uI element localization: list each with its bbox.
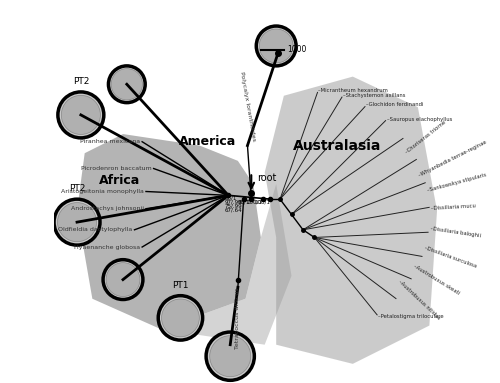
Text: Polycalyx loranthoides: Polycalyx loranthoides (239, 71, 256, 142)
Polygon shape (162, 184, 292, 345)
Circle shape (158, 296, 202, 340)
Text: Picrodenron baccatum: Picrodenron baccatum (81, 166, 152, 171)
Circle shape (58, 92, 104, 138)
Circle shape (108, 66, 145, 103)
Text: 97/.98: 97/.98 (224, 199, 242, 205)
Text: PT2: PT2 (72, 77, 89, 86)
Text: Aristogeitonia monophylla: Aristogeitonia monophylla (61, 189, 144, 194)
Text: –Stachystemon axillans: –Stachystemon axillans (342, 93, 405, 98)
Text: 75/.99: 75/.99 (224, 203, 242, 208)
Circle shape (62, 95, 100, 134)
Polygon shape (77, 134, 261, 329)
Text: Piranhea mexicana: Piranhea mexicana (80, 139, 140, 144)
Text: Australasia: Australasia (294, 139, 382, 152)
Text: Africa: Africa (98, 173, 140, 187)
Circle shape (256, 26, 296, 66)
Circle shape (58, 203, 96, 242)
Circle shape (210, 336, 250, 377)
Polygon shape (264, 77, 437, 364)
Text: –Whyanbedia terrae-reginae: –Whyanbedia terrae-reginae (418, 139, 488, 178)
Text: Androstachys johnsonii: Androstachys johnsonii (71, 206, 144, 211)
Text: 98/1: 98/1 (238, 199, 250, 205)
Circle shape (106, 263, 140, 296)
Text: –Petalostigma triloculare: –Petalostigma triloculare (378, 314, 444, 319)
Text: –Micrantheum hexandrum: –Micrantheum hexandrum (318, 88, 388, 93)
Text: –Austrobuxus nitidus: –Austrobuxus nitidus (398, 279, 441, 321)
Circle shape (260, 29, 293, 63)
Circle shape (103, 260, 143, 300)
Text: 86/1: 86/1 (225, 195, 237, 200)
Text: –Dissiliaria mucu: –Dissiliaria mucu (431, 203, 476, 211)
Circle shape (54, 199, 100, 245)
Text: –Glochidon ferdinandi: –Glochidon ferdinandi (366, 102, 424, 107)
Text: 100/1: 100/1 (255, 199, 270, 205)
Text: 1000: 1000 (288, 45, 307, 54)
Text: –Austrobuxus skeati: –Austrobuxus skeati (413, 264, 461, 296)
Text: PT1: PT1 (172, 281, 188, 290)
Text: –Dissiliaria surculosa: –Dissiliaria surculosa (424, 245, 478, 269)
Text: –Choriseras triorne: –Choriseras triorne (404, 120, 447, 155)
Text: Tetracoccus dioicus: Tetracoccus dioicus (236, 287, 240, 349)
Text: 67/.64: 67/.64 (224, 207, 242, 212)
Text: Oldfieldia dactylophylla: Oldfieldia dactylophylla (58, 227, 132, 232)
Text: –Sankowskya stipularis: –Sankowskya stipularis (427, 172, 488, 193)
Text: –Sauropus elachophyllus: –Sauropus elachophyllus (387, 117, 452, 122)
Text: root: root (257, 173, 276, 183)
Text: 100/1: 100/1 (246, 199, 262, 205)
Text: Hyaenanche globosa: Hyaenanche globosa (74, 244, 140, 250)
Circle shape (111, 69, 142, 100)
Circle shape (162, 299, 200, 337)
Text: America: America (178, 135, 236, 148)
Circle shape (206, 332, 254, 380)
Text: –Dissiliaria baloghii: –Dissiliaria baloghii (430, 226, 481, 239)
Text: PT2: PT2 (69, 185, 85, 193)
